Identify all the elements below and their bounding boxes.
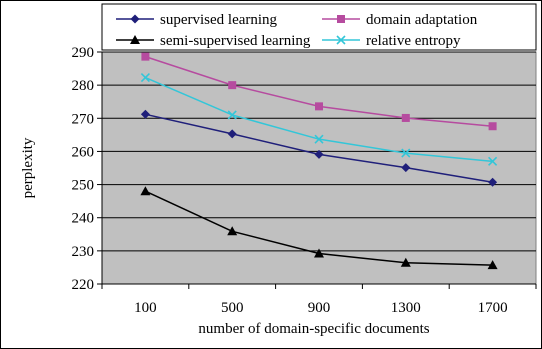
y-axis-label: perplexity: [20, 137, 36, 198]
legend-item: semi-supervised learning: [116, 33, 311, 49]
data-point: [401, 148, 411, 158]
legend-label: supervised learning: [160, 12, 278, 28]
x-tick-label: 500: [221, 300, 244, 316]
data-point: [401, 113, 410, 122]
legend-marker: [336, 35, 346, 45]
data-point: [314, 149, 324, 159]
data-point: [227, 226, 238, 236]
data-point: [140, 186, 151, 196]
series-semi-supervised-learning: [140, 186, 498, 270]
legend-label: domain adaptation: [366, 12, 478, 28]
x-axis-ticks: 100 500 900 1300 1700: [101, 284, 537, 316]
data-point: [401, 163, 411, 173]
legend-box: [101, 3, 537, 51]
y-tick-label: 290: [72, 45, 95, 61]
y-tick-label: 230: [72, 244, 95, 260]
data-point: [228, 81, 237, 90]
x-tick-label: 900: [308, 300, 331, 316]
legend-marker: [337, 15, 345, 23]
data-point: [488, 177, 498, 187]
series-layer: [140, 52, 498, 270]
data-point: [227, 129, 237, 139]
y-tick-label: 250: [72, 178, 95, 194]
legend-item: supervised learning: [116, 12, 278, 28]
legend-item: relative entropy: [322, 33, 461, 49]
y-tick-label: 260: [72, 144, 95, 160]
legend: supervised learning domain adaptation semi…: [101, 3, 537, 51]
x-axis-label: number of domain-specific documents: [198, 321, 429, 337]
data-point: [488, 122, 497, 131]
y-axis-ticks: 220 230 240 250 260 270 280 290: [72, 45, 102, 293]
data-point: [227, 110, 237, 120]
legend-marker: [130, 35, 140, 44]
data-point: [140, 72, 150, 83]
data-point: [488, 156, 498, 166]
data-point: [141, 52, 150, 61]
x-tick-label: 1700: [478, 300, 508, 316]
y-tick-label: 220: [72, 277, 95, 293]
legend-label: relative entropy: [366, 33, 461, 49]
data-point: [314, 134, 324, 144]
y-tick-label: 240: [72, 211, 95, 227]
x-tick-label: 1300: [391, 300, 421, 316]
data-point: [314, 248, 324, 258]
data-point: [315, 102, 323, 111]
legend-label: semi-supervised learning: [160, 33, 311, 49]
y-tick-label: 280: [72, 78, 95, 94]
x-tick-label: 100: [134, 300, 157, 316]
data-point: [140, 109, 150, 119]
data-point: [487, 260, 498, 270]
legend-item: domain adaptation: [322, 12, 478, 28]
series-supervised-learning: [140, 109, 498, 187]
series-relative-entropy: [140, 72, 498, 166]
legend-marker: [130, 14, 140, 24]
data-point: [400, 257, 411, 267]
series-domain-adaptation: [141, 52, 497, 131]
y-tick-label: 270: [72, 111, 95, 127]
